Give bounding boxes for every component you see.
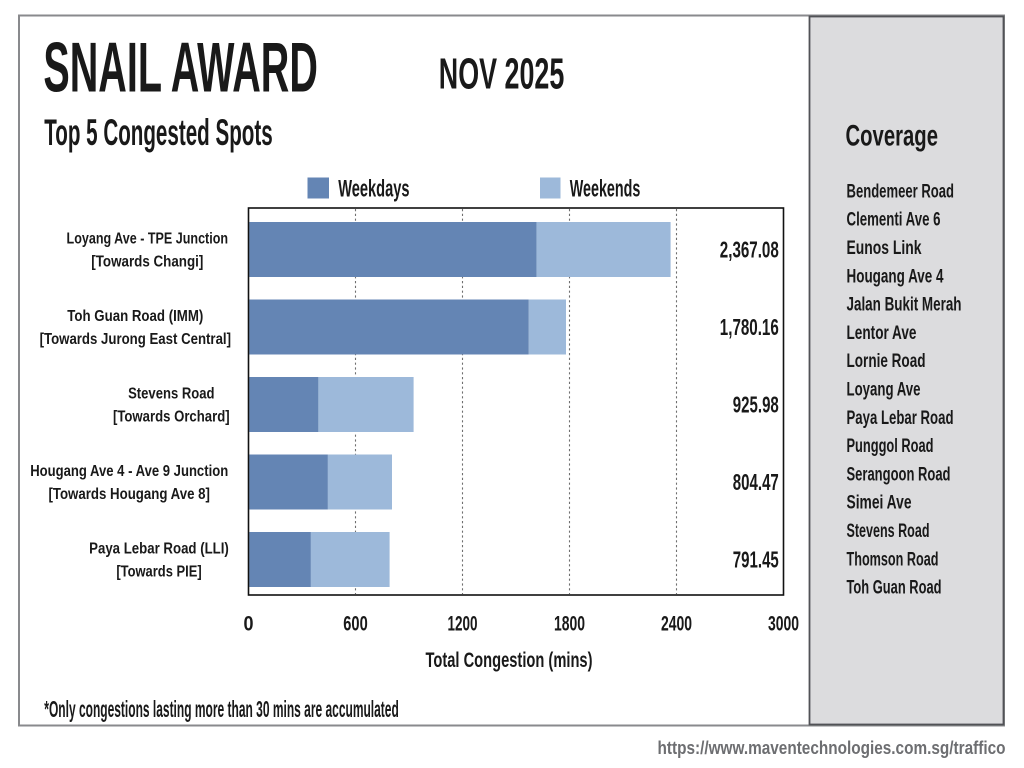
svg-text:Toh Guan Road (IMM): Toh Guan Road (IMM) xyxy=(67,308,203,325)
svg-text:Lornie Road: Lornie Road xyxy=(847,351,926,372)
svg-text:804.47: 804.47 xyxy=(733,469,779,495)
svg-text:Loyang Ave - TPE Junction: Loyang Ave - TPE Junction xyxy=(67,231,229,248)
svg-text:2400: 2400 xyxy=(661,612,692,636)
svg-text:925.98: 925.98 xyxy=(733,392,779,418)
svg-text:Clementi Ave 6: Clementi Ave 6 xyxy=(847,210,941,231)
svg-text:600: 600 xyxy=(343,612,367,636)
svg-text:Lentor Ave: Lentor Ave xyxy=(847,323,917,344)
svg-text:Hougang Ave 4 - Ave 9 Junction: Hougang Ave 4 - Ave 9 Junction xyxy=(30,463,228,480)
svg-text:1800: 1800 xyxy=(554,612,585,636)
svg-text:Punggol Road: Punggol Road xyxy=(847,436,934,457)
svg-text:Eunos Link: Eunos Link xyxy=(847,238,922,259)
svg-text:SNAIL AWARD: SNAIL AWARD xyxy=(43,28,318,107)
svg-text:Toh Guan Road: Toh Guan Road xyxy=(847,578,942,599)
svg-text:Thomson Road: Thomson Road xyxy=(847,549,939,570)
svg-text:Jalan Bukit Merah: Jalan Bukit Merah xyxy=(847,295,962,316)
svg-text:[Towards Changi]: [Towards Changi] xyxy=(91,254,203,271)
svg-text:0: 0 xyxy=(244,612,254,636)
svg-text:[Towards Jurong East Central]: [Towards Jurong East Central] xyxy=(40,331,231,348)
svg-text:Stevens Road: Stevens Road xyxy=(128,386,214,403)
svg-text:791.45: 791.45 xyxy=(733,547,779,573)
svg-text:https://www.maventechnologies.: https://www.maventechnologies.com.sg/tra… xyxy=(658,738,1006,758)
svg-text:3000: 3000 xyxy=(768,612,799,636)
svg-text:Loyang Ave: Loyang Ave xyxy=(847,380,921,401)
svg-text:Top 5 Congested Spots: Top 5 Congested Spots xyxy=(44,111,273,153)
svg-text:Paya Lebar Road: Paya Lebar Road xyxy=(847,408,954,429)
svg-text:Weekdays: Weekdays xyxy=(338,176,409,203)
svg-text:Hougang Ave 4: Hougang Ave 4 xyxy=(847,266,944,287)
svg-text:NOV 2025: NOV 2025 xyxy=(439,50,565,98)
svg-text:Bendemeer Road: Bendemeer Road xyxy=(847,181,955,202)
svg-text:Coverage: Coverage xyxy=(846,120,939,153)
svg-text:[Towards Orchard]: [Towards Orchard] xyxy=(113,409,230,426)
svg-text:Weekends: Weekends xyxy=(570,176,641,203)
svg-text:Stevens Road: Stevens Road xyxy=(847,521,930,542)
svg-text:Serangoon Road: Serangoon Road xyxy=(847,464,951,485)
svg-text:Paya Lebar Road (LLI): Paya Lebar Road (LLI) xyxy=(89,541,229,558)
svg-text:1,780.16: 1,780.16 xyxy=(720,314,779,340)
svg-text:2,367.08: 2,367.08 xyxy=(720,237,779,263)
svg-text:Total Congestion (mins): Total Congestion (mins) xyxy=(426,648,593,672)
svg-text:1200: 1200 xyxy=(448,612,478,636)
svg-text:[Towards PIE]: [Towards PIE] xyxy=(116,564,201,581)
svg-text:[Towards Hougang Ave 8]: [Towards Hougang Ave 8] xyxy=(48,486,210,503)
svg-text:*Only congestions lasting more: *Only congestions lasting more than 30 m… xyxy=(44,696,398,722)
svg-text:Simei Ave: Simei Ave xyxy=(847,493,912,514)
